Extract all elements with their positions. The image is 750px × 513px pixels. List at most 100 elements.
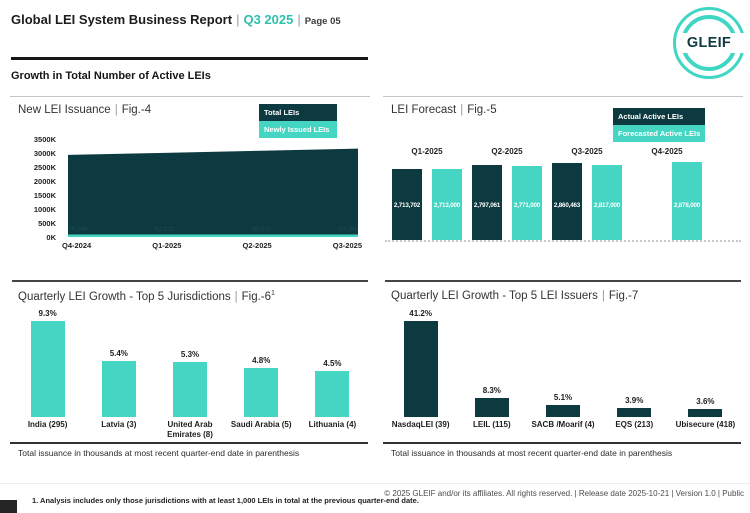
footnote: 1. Analysis includes only those jurisdic… (32, 496, 419, 505)
chart-title: New LEI Issuance | Fig.-4 (18, 104, 151, 116)
value-label: 4.8% (252, 355, 271, 365)
bar-value-label: 2,797,061 (473, 202, 501, 209)
chart-title-text: New LEI Issuance (18, 104, 111, 116)
chart-panel-top-jurisdictions: Quarterly LEI Growth - Top 5 Jurisdictio… (10, 283, 370, 473)
chart-title-text: LEI Forecast (391, 104, 457, 116)
logo-text: GLEIF (686, 35, 732, 51)
fig4-legend: Total LEIs Newly Issued LEIs (259, 104, 337, 138)
bar (315, 370, 350, 417)
fig5-legend: Actual Active LEIs Forecasted Active LEIs (613, 108, 705, 142)
title-pipe: | (234, 290, 238, 303)
chart-title: Quarterly LEI Growth - Top 5 LEI Issuers… (391, 290, 638, 302)
y-tick-label: 2000K (33, 177, 56, 186)
bar-value-label: 2,771,000 (513, 202, 541, 209)
bar-column: 8.3% (456, 307, 527, 417)
report-title: Global LEI System Business Report (11, 12, 233, 27)
bar (546, 405, 580, 417)
faint-value-label: 76,186 (68, 226, 88, 233)
bar-column: 5.4% (83, 307, 154, 417)
panel-top-divider (10, 96, 370, 97)
fig7-category-labels: NasdaqLEI (39) LEIL (115) SACB /Moarif (4)… (385, 420, 741, 430)
value-label: 8.3% (482, 385, 501, 395)
category-label: Lithuania (4) (308, 420, 357, 429)
bar (688, 408, 723, 417)
bar-column: 9.3% (12, 307, 83, 417)
bar (30, 321, 65, 417)
bar-pair: 2,713,702 2,713,000 (392, 161, 462, 240)
bar (474, 397, 509, 417)
value-label: 3.9% (625, 395, 644, 405)
x-tick-label: Q3-2025 (332, 241, 362, 250)
logo-text-band: GLEIF (679, 33, 739, 53)
x-tick-label: Q2-2025 (242, 241, 272, 250)
bar-column: 4.5% (297, 307, 368, 417)
chart-panel-top-issuers: Quarterly LEI Growth - Top 5 LEI Issuers… (383, 283, 745, 473)
value-label: 3.6% (696, 396, 715, 406)
bar-pair: 2,797,061 2,771,000 (472, 161, 542, 240)
bar-group: Q4-2025 2,878,000 (632, 147, 702, 240)
bar (101, 361, 136, 417)
figure-number: Fig.-4 (121, 104, 152, 116)
bar (617, 407, 652, 417)
chart-panel-lei-forecast: LEI Forecast | Fig.-5 Actual Active LEIs Fo… (383, 97, 745, 280)
bar-column: 3.6% (670, 307, 741, 417)
report-quarter: Q3 2025 (243, 12, 294, 27)
value-label: 9.3% (38, 309, 57, 318)
y-tick-label: 2500K (33, 163, 56, 172)
fig4-y-axis: 3500K 3000K 2500K 2000K 1500K 1000K 500K 0K (10, 135, 62, 242)
bar (244, 367, 279, 417)
title-pipe: | (601, 290, 605, 302)
bar: 2,771,000 (512, 166, 542, 240)
category-label: Q3-2025 (571, 147, 603, 156)
category-label: Ubisecure (418) (675, 420, 736, 429)
category-label: Q2-2025 (491, 147, 523, 156)
bar (403, 321, 438, 417)
figure-number: Fig.-7 (608, 290, 639, 302)
bar: 2,878,000 (672, 161, 702, 240)
logo-ring-gap (735, 33, 746, 53)
bar: 2,817,000 (592, 164, 622, 240)
value-label: 5.1% (553, 393, 573, 403)
section-divider (385, 280, 741, 282)
y-tick-label: 3000K (33, 149, 56, 158)
bar-value-label: 2,713,000 (433, 202, 461, 209)
figure-number: Fig.-5 (467, 104, 497, 116)
bar-column: 41.2% (385, 307, 456, 417)
bar: 2,860,463 (552, 162, 582, 240)
section-divider (12, 280, 368, 282)
fig4-x-axis: Q4-2024 Q1-2025 Q2-2025 Q3-2025 (62, 241, 362, 250)
header-divider (11, 57, 368, 60)
caption-divider (10, 442, 368, 444)
category-label: Latvia (3) (101, 420, 137, 429)
report-header: Global LEI System Business Report | Q3 202… (11, 12, 341, 27)
legend-item: Total LEIs (259, 104, 337, 121)
section-title: Growth in Total Number of Active LEIs (11, 70, 211, 82)
value-label: 5.4% (109, 349, 128, 359)
bar-value-label: 2,878,000 (673, 202, 701, 209)
bar: 2,713,000 (432, 168, 462, 240)
title-separator: | (236, 12, 240, 27)
bar: 2,713,702 (392, 168, 422, 240)
category-label: EQS (213) (615, 420, 654, 429)
faint-value-label: 90,066 (338, 226, 358, 233)
title-pipe: | (114, 104, 118, 116)
chart-title-text: Quarterly LEI Growth - Top 5 LEI Issuers (391, 290, 598, 302)
fig5-baseline (385, 240, 741, 242)
bar-column: 3.9% (599, 307, 670, 417)
y-tick-label: 500K (38, 219, 56, 228)
category-label: United Arab Emirates (8) (167, 420, 213, 439)
category-label: India (295) (27, 420, 68, 429)
corner-mark (0, 500, 17, 513)
bar-group: Q2-2025 2,797,061 2,771,000 (472, 147, 542, 240)
chart-caption: Total issuance in thousands at most rece… (18, 448, 300, 458)
page-number: Page 05 (304, 16, 341, 27)
category-label: Q1-2025 (411, 147, 443, 156)
chart-caption: Total issuance in thousands at most rece… (391, 448, 673, 458)
x-tick-label: Q1-2025 (152, 241, 182, 250)
bar-group: Q3-2025 2,860,463 2,817,000 (552, 147, 622, 240)
title-pipe: | (460, 104, 464, 116)
legend-item: Forecasted Active LEIs (613, 125, 705, 142)
y-tick-label: 1000K (33, 205, 56, 214)
bar-column: 4.8% (226, 307, 297, 417)
y-tick-label: 1500K (33, 191, 56, 200)
